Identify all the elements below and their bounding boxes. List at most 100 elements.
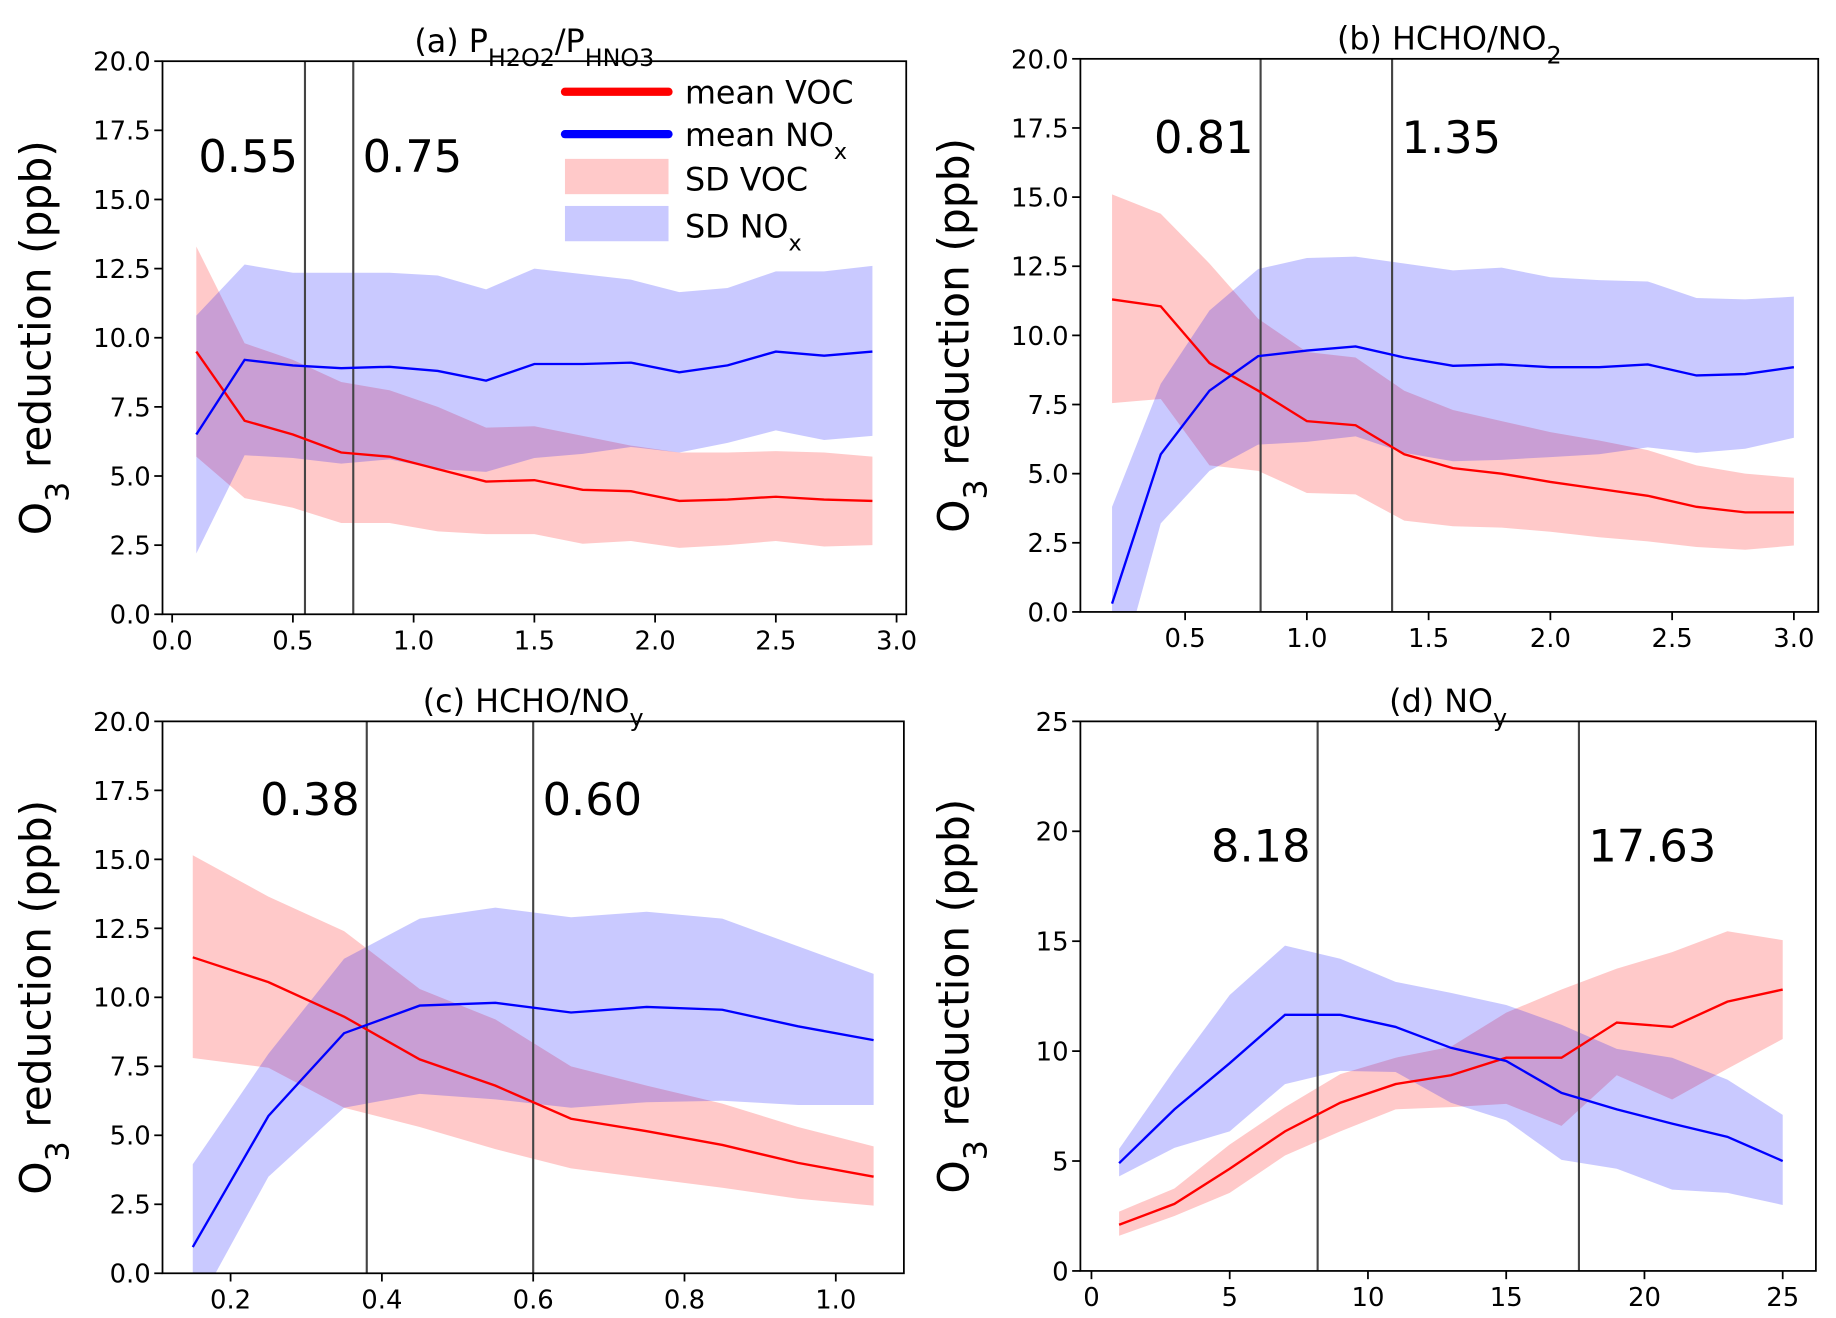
threshold-label: 0.81 <box>1154 111 1254 164</box>
x-tick-label: 0.6 <box>513 1286 554 1316</box>
x-tick-label: 3.0 <box>1773 624 1814 654</box>
y-tick-label: 0.0 <box>1027 598 1068 628</box>
subscript: 3 <box>41 482 77 502</box>
threshold-label: 0.60 <box>543 773 643 826</box>
sd-band-voc <box>196 246 873 548</box>
threshold-label: 17.63 <box>1588 820 1716 873</box>
text-segment: SD VOC <box>685 163 808 199</box>
y-tick-label: 5.0 <box>110 462 151 492</box>
x-tick-label: 0.8 <box>664 1286 705 1316</box>
y-tick-label: 15.0 <box>1011 184 1069 214</box>
threshold-label: 8.18 <box>1211 820 1311 873</box>
x-tick-label: 3.0 <box>876 627 917 657</box>
y-tick-label: 5 <box>1052 1147 1068 1177</box>
text-segment: reduction (ppb) <box>12 140 61 481</box>
subscript: 3 <box>959 1140 995 1160</box>
x-tick-label: 0.5 <box>272 627 313 657</box>
subscript: HNO3 <box>585 44 655 72</box>
subscript: x <box>788 231 801 257</box>
y-tick-label: 10.0 <box>93 984 151 1014</box>
y-tick-label: 2.5 <box>1027 529 1068 559</box>
y-tick-label: 2.5 <box>110 1191 151 1221</box>
y-tick-label: 20 <box>1036 818 1069 848</box>
x-tick-label: 2.0 <box>635 627 676 657</box>
subscript: 3 <box>959 479 995 499</box>
series-line-nox <box>191 1001 874 1248</box>
y-tick-label: 0.0 <box>110 601 151 631</box>
panel-title: (c) HCHO/NOy <box>423 684 644 732</box>
legend-band-swatch <box>564 205 669 242</box>
text-segment: (d) NO <box>1389 684 1493 720</box>
y-tick-label: 10.0 <box>1011 322 1069 352</box>
y-tick-label: 7.5 <box>1027 391 1068 421</box>
text-segment: reduction (ppb) <box>930 138 979 479</box>
panel-a: 0.55 0.75 0.0 0.5 1.0 1.5 2.0 2.5 3.0 0.0 2.5 5.0 7.… <box>12 24 917 657</box>
y-tick-label: 15 <box>1036 928 1069 958</box>
text-segment: O <box>12 502 61 535</box>
legend-label: SD NOx <box>685 210 802 257</box>
y-tick-label: 25 <box>1036 708 1069 738</box>
legend-item: SD NOx <box>564 205 802 257</box>
subscript: 3 <box>41 1141 77 1161</box>
x-tick-label: 5 <box>1221 1283 1237 1313</box>
x-tick-label: 25 <box>1766 1283 1799 1313</box>
y-tick-label: 15.0 <box>93 186 151 216</box>
text-segment: reduction (ppb) <box>12 800 61 1141</box>
y-axis-label: O3 reduction (ppb) <box>12 800 77 1195</box>
legend-label: SD VOC <box>685 163 808 199</box>
legend-item: SD VOC <box>564 158 808 199</box>
series-line-nox <box>195 350 873 436</box>
y-tick-label: 20.0 <box>93 48 151 78</box>
text-segment: (c) HCHO/NO <box>423 684 630 720</box>
y-axis-label: O3 reduction (ppb) <box>930 138 995 533</box>
x-tick-label: 0.4 <box>361 1286 402 1316</box>
text-segment: reduction (ppb) <box>930 799 979 1140</box>
text-segment: mean NO <box>685 118 834 154</box>
plot-area <box>1110 58 1795 612</box>
panel-d: 8.18 17.63 0 5 10 15 20 25 0 5 10 15 20 25 (d) NOy O3 r… <box>930 684 1817 1313</box>
y-tick-label: 0 <box>1052 1257 1068 1287</box>
panel-title: (d) NOy <box>1389 684 1507 732</box>
y-tick-label: 5.0 <box>1027 460 1068 490</box>
y-tick-label: 2.5 <box>110 532 151 562</box>
text-segment: O <box>12 1161 61 1194</box>
panel-b: 0.81 1.35 0.5 1.0 1.5 2.0 2.5 3.0 0.0 2.5 5.0 7.5 10… <box>930 21 1820 654</box>
y-tick-label: 20.0 <box>1011 45 1069 75</box>
y-tick-label: 20.0 <box>93 708 151 738</box>
y-tick-label: 15.0 <box>93 846 151 876</box>
y-tick-label: 17.5 <box>93 117 151 147</box>
y-tick-label: 10.0 <box>93 324 151 354</box>
legend-label: mean VOC <box>685 76 854 112</box>
panel-c: 0.38 0.60 0.2 0.4 0.6 0.8 1.0 0.0 2.5 5.0 7.5 10.0 1… <box>12 684 905 1316</box>
x-tick-label: 1.0 <box>393 627 434 657</box>
subscript: H2O2 <box>488 44 555 72</box>
x-tick-label: 0 <box>1083 1283 1099 1313</box>
series-line-voc <box>1111 298 1794 514</box>
x-tick-label: 2.5 <box>755 627 796 657</box>
sd-band-nox <box>1112 256 1794 612</box>
text-segment: (b) HCHO/NO <box>1337 21 1546 57</box>
y-tick-label: 5.0 <box>110 1122 151 1152</box>
y-tick-label: 12.5 <box>93 255 151 285</box>
plot-area <box>191 721 874 1274</box>
y-axis-label: O3 reduction (ppb) <box>12 140 77 535</box>
threshold-label: 0.55 <box>198 130 298 183</box>
legend-item: mean VOC <box>560 76 854 112</box>
x-tick-label: 2.5 <box>1652 624 1693 654</box>
x-tick-label: 15 <box>1490 1283 1523 1313</box>
threshold-label: 1.35 <box>1402 111 1502 164</box>
sd-band-voc <box>1112 194 1794 550</box>
x-tick-label: 20 <box>1628 1283 1661 1313</box>
series-line-nox <box>1118 1013 1784 1165</box>
series-line-nox <box>1110 345 1795 604</box>
plot-area <box>1118 721 1784 1271</box>
legend-label: mean NOx <box>685 118 847 165</box>
text-segment: O <box>930 1160 979 1193</box>
sd-band-nox <box>196 264 873 554</box>
y-tick-label: 7.5 <box>110 393 151 423</box>
subscript: x <box>834 139 847 165</box>
y-axis-label: O3 reduction (ppb) <box>930 799 995 1194</box>
sd-band-voc <box>1119 931 1783 1236</box>
text-segment: /P <box>555 24 585 60</box>
